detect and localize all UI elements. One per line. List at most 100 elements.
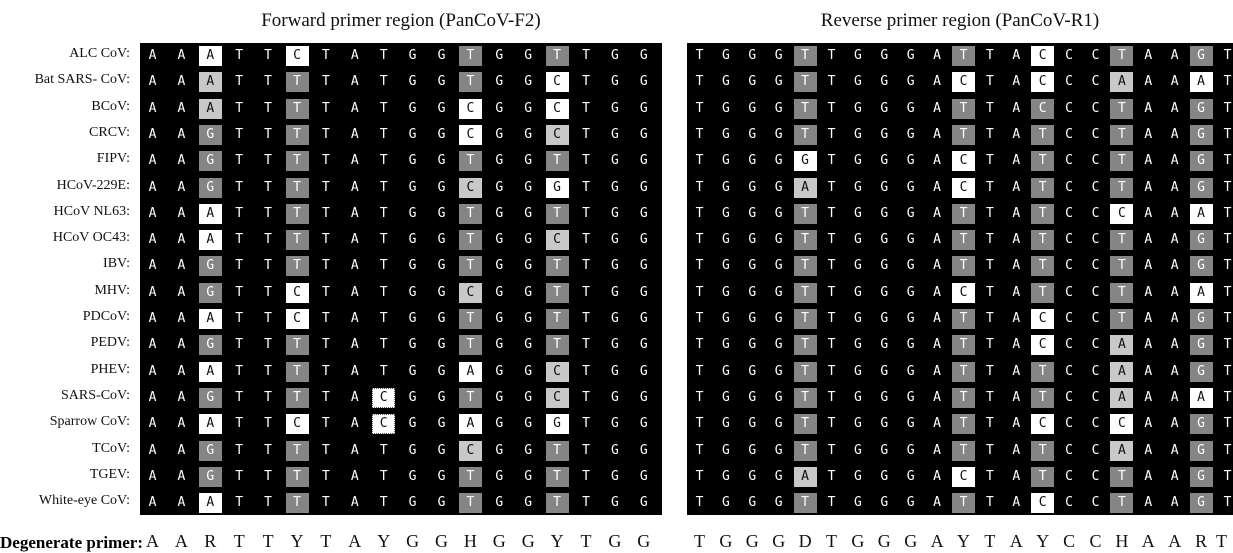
nucleotide-cell: C — [952, 282, 975, 303]
nucleotide-cell: T — [978, 151, 1002, 172]
nucleotide-cell: T — [545, 335, 569, 356]
nucleotide-cell: T — [978, 309, 1002, 329]
nucleotide-cell: T — [688, 230, 711, 251]
nucleotide-cell: G — [714, 466, 738, 487]
nucleotide-cell: T — [952, 335, 975, 356]
nucleotide-cell: C — [372, 414, 396, 435]
nucleotide-cell: A — [141, 414, 164, 435]
nucleotide-cell: A — [1004, 46, 1028, 66]
nucleotide-cell: A — [169, 493, 193, 514]
nucleotide-cell: T — [793, 440, 817, 461]
nucleotide-cell: G — [603, 493, 627, 514]
nucleotide-cell: T — [952, 387, 975, 408]
nucleotide-cell: G — [603, 361, 627, 382]
nucleotide-cell: G — [714, 98, 738, 119]
nucleotide-cell: C — [458, 124, 482, 145]
nucleotide-cell: G — [401, 124, 425, 145]
nucleotide-cell: T — [285, 335, 309, 356]
nucleotide-cell: A — [169, 256, 193, 277]
nucleotide-cell: G — [516, 124, 540, 145]
nucleotide-cell: G — [1189, 493, 1213, 514]
nucleotide-cell: T — [458, 203, 482, 224]
degenerate-base-reverse: R — [1195, 531, 1208, 551]
nucleotide-cell: G — [846, 361, 870, 382]
nucleotide-cell: C — [1110, 203, 1134, 224]
nucleotide-cell: A — [793, 177, 817, 198]
nucleotide-cell: T — [545, 46, 569, 66]
nucleotide-cell: G — [1189, 466, 1213, 487]
nucleotide-cell: A — [1189, 387, 1213, 408]
nucleotide-cell: G — [487, 414, 511, 435]
nucleotide-cell: T — [820, 203, 843, 224]
nucleotide-cell: T — [256, 230, 280, 251]
degenerate-base-reverse: A — [930, 531, 944, 551]
nucleotide-cell: T — [1031, 203, 1055, 224]
nucleotide-cell: G — [872, 414, 896, 435]
nucleotide-cell: T — [1031, 177, 1055, 198]
nucleotide-cell: T — [574, 414, 598, 435]
nucleotide-cell: C — [1057, 466, 1081, 487]
nucleotide-cell: A — [925, 361, 949, 382]
nucleotide-cell: C — [1057, 177, 1081, 198]
nucleotide-cell: T — [285, 256, 309, 277]
nucleotide-cell: G — [632, 151, 656, 172]
nucleotide-cell: G — [846, 335, 870, 356]
nucleotide-cell: T — [1031, 466, 1055, 487]
nucleotide-cell: C — [545, 230, 569, 251]
nucleotide-cell: T — [574, 361, 598, 382]
nucleotide-cell: T — [688, 98, 711, 119]
nucleotide-cell: G — [198, 177, 222, 198]
nucleotide-cell: A — [1136, 256, 1160, 277]
nucleotide-cell: A — [1004, 387, 1028, 408]
nucleotide-cell: G — [767, 124, 791, 145]
nucleotide-cell: G — [1189, 151, 1213, 172]
nucleotide-cell: G — [198, 282, 222, 303]
nucleotide-cell: T — [952, 124, 975, 145]
nucleotide-cell: A — [169, 361, 193, 382]
nucleotide-cell: C — [458, 98, 482, 119]
nucleotide-cell: A — [1189, 282, 1213, 303]
nucleotide-cell: A — [925, 493, 949, 514]
nucleotide-cell: T — [545, 256, 569, 277]
nucleotide-cell: G — [516, 361, 540, 382]
nucleotide-cell: T — [372, 151, 396, 172]
nucleotide-cell: T — [256, 440, 280, 461]
nucleotide-cell: A — [925, 46, 949, 66]
nucleotide-cell: G — [872, 335, 896, 356]
nucleotide-cell: A — [343, 151, 367, 172]
nucleotide-cell: A — [141, 72, 164, 93]
nucleotide-cell: A — [1163, 203, 1187, 224]
nucleotide-cell: C — [952, 151, 975, 172]
nucleotide-cell: G — [632, 414, 656, 435]
nucleotide-cell: A — [925, 203, 949, 224]
nucleotide-cell: A — [1004, 203, 1028, 224]
nucleotide-cell: A — [141, 46, 164, 66]
nucleotide-cell: A — [169, 124, 193, 145]
nucleotide-cell: G — [714, 309, 738, 329]
nucleotide-cell: T — [1216, 309, 1233, 329]
nucleotide-cell: A — [925, 466, 949, 487]
nucleotide-cell: T — [285, 466, 309, 487]
nucleotide-cell: A — [141, 230, 164, 251]
species-label: MHV: — [94, 282, 130, 298]
nucleotide-cell: A — [1163, 46, 1187, 66]
nucleotide-cell: C — [1057, 46, 1081, 66]
nucleotide-cell: T — [227, 72, 251, 93]
nucleotide-cell: G — [401, 335, 425, 356]
nucleotide-cell: G — [899, 335, 923, 356]
nucleotide-cell: A — [925, 440, 949, 461]
nucleotide-cell: G — [1189, 230, 1213, 251]
species-label: IBV: — [103, 256, 130, 272]
nucleotide-cell: G — [872, 46, 896, 66]
nucleotide-cell: A — [141, 256, 164, 277]
nucleotide-cell: G — [430, 309, 453, 329]
nucleotide-cell: T — [1216, 414, 1233, 435]
nucleotide-cell: T — [574, 466, 598, 487]
nucleotide-cell: G — [401, 414, 425, 435]
nucleotide-cell: G — [516, 230, 540, 251]
nucleotide-cell: G — [740, 230, 764, 251]
nucleotide-cell: T — [1216, 151, 1233, 172]
nucleotide-cell: C — [1084, 203, 1107, 224]
nucleotide-cell: T — [978, 466, 1002, 487]
nucleotide-cell: T — [1216, 256, 1233, 277]
